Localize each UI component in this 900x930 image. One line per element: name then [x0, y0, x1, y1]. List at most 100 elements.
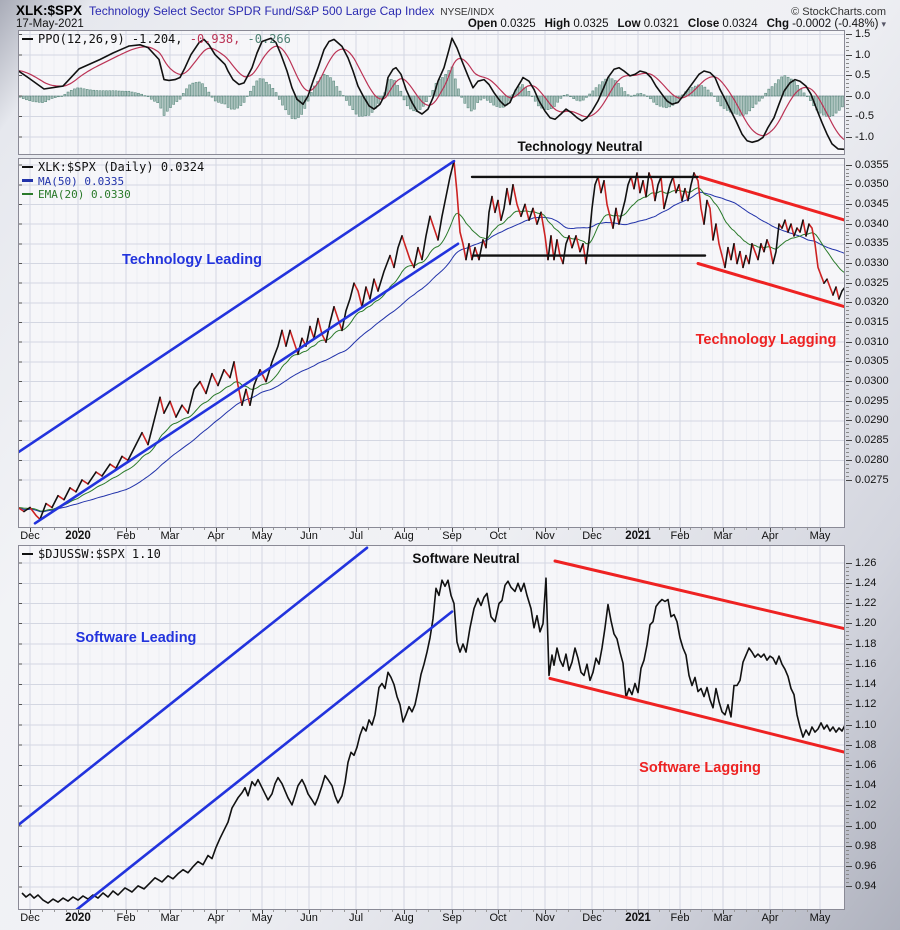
x-axis-minor-tick	[614, 528, 616, 530]
y-axis-minor-tick	[846, 813, 849, 815]
x-axis-minor-tick	[532, 528, 534, 530]
x-axis-tick	[769, 910, 771, 914]
ppo-histogram-bar	[149, 95, 153, 100]
y-axis-minor-tick	[846, 769, 849, 770]
x-axis-minor-tick	[746, 910, 747, 912]
y-axis-minor-tick	[846, 655, 849, 657]
y-axis-minor-tick	[846, 696, 849, 698]
y-axis-minor-tick	[846, 850, 849, 851]
ppo-histogram-bar	[258, 78, 262, 97]
y-axis-minor-tick	[846, 239, 849, 241]
ppo-histogram-bar	[559, 95, 563, 99]
y-axis-label: 0.0350	[855, 178, 889, 191]
ema20-line	[18, 187, 845, 512]
ppo-histogram-bar	[492, 95, 495, 106]
y-axis-tick	[846, 34, 852, 35]
ppo-histogram-bar	[421, 95, 425, 107]
ppo-histogram-bar	[508, 95, 511, 102]
x-axis-minor-tick	[690, 528, 692, 530]
ppo-histogram-bar	[69, 90, 73, 97]
ppo-histogram-bar	[652, 95, 655, 103]
ppo-histogram-bar	[133, 92, 137, 97]
x-axis-label: Jul	[348, 530, 364, 542]
y-axis-minor-tick	[846, 385, 849, 386]
x-axis-label: Feb	[116, 912, 136, 924]
y-axis-minor-tick	[846, 176, 849, 178]
x-axis-minor-tick	[757, 910, 759, 912]
ppo-histogram-bar	[290, 95, 294, 119]
x-axis-minor-tick	[415, 910, 417, 912]
y-axis-minor-tick	[846, 854, 849, 855]
y-axis-label: 1.12	[855, 698, 877, 711]
x-axis-minor-tick	[136, 528, 138, 530]
y-axis-minor-tick	[846, 728, 849, 730]
ppo-histogram-bar	[460, 95, 463, 98]
quote-label: High	[544, 18, 571, 30]
legend-item: $DJUSSW:$SPX 1.10	[22, 547, 161, 562]
y-axis-label: 0.0320	[855, 296, 889, 309]
y-axis-label: 0.0310	[855, 335, 889, 348]
y-axis-label: 1.0	[855, 48, 871, 61]
ppo-histogram-bar	[229, 95, 233, 110]
x-axis-minor-tick	[474, 910, 476, 912]
ppo-histogram-bar	[50, 95, 54, 99]
ppo-histogram-bar	[105, 90, 108, 97]
y-axis-minor-tick	[846, 586, 849, 588]
x-axis-tick	[169, 910, 171, 914]
y-axis-minor-tick	[846, 314, 849, 316]
y-axis-minor-tick	[846, 647, 849, 649]
y-axis-minor-tick	[846, 712, 849, 714]
x-axis-label: May	[809, 912, 831, 924]
y-axis-minor-tick	[846, 615, 849, 617]
x-axis-minor-tick	[367, 528, 369, 530]
ppo-histogram-bar	[418, 95, 422, 110]
x-axis-label: Jun	[300, 530, 318, 542]
x-axis-minor-tick	[158, 910, 160, 912]
y-axis-label: 0.0315	[855, 316, 889, 328]
price-legend: XLK:$SPX (Daily) 0.0324 MA(50) 0.0335 EMA(…	[22, 160, 204, 202]
y-axis-tick	[846, 400, 852, 402]
ppo-histogram-bar	[284, 95, 287, 111]
y-axis-label: 0.0295	[855, 394, 889, 407]
y-axis-minor-tick	[846, 227, 849, 229]
ppo-histogram-bar	[476, 95, 479, 103]
x-axis-tick	[722, 528, 724, 532]
y-axis-minor-tick	[846, 821, 849, 823]
ppo-histogram-bar	[828, 95, 831, 117]
x-axis-minor-tick	[807, 528, 808, 530]
y-axis-minor-tick	[846, 306, 849, 308]
x-axis-tick	[29, 910, 31, 914]
x-axis-minor-tick	[603, 528, 604, 530]
ppo-histogram-bar	[783, 75, 787, 97]
x-axis-minor-tick	[343, 528, 345, 530]
ppo-histogram-bar	[447, 70, 451, 97]
ppo-histogram-bar	[213, 95, 217, 102]
ppo-histogram-bar	[629, 95, 633, 97]
ppo-histogram-bar	[249, 90, 252, 97]
y-axis-minor-tick	[846, 858, 849, 860]
x-axis-minor-tick	[147, 528, 149, 530]
legend-text: -0.938,	[182, 32, 241, 46]
ppo-histogram-bar	[645, 95, 649, 97]
y-axis-label: 0.0285	[855, 434, 889, 447]
ppo-histogram-bar	[137, 92, 140, 97]
legend-swatch	[22, 192, 33, 195]
y-axis-minor-tick	[846, 124, 849, 126]
ppo-histogram-bar	[338, 90, 342, 97]
x-axis-minor-tick	[343, 910, 345, 912]
ppo-histogram-bar	[309, 92, 313, 97]
y-axis-minor-tick	[846, 432, 849, 434]
quote-toggle-arrow[interactable]: ▾	[881, 19, 886, 29]
ppo-histogram-bar	[207, 91, 211, 97]
quote-label: Open	[467, 18, 498, 30]
x-axis-minor-tick	[568, 910, 569, 912]
y-axis-minor-tick	[846, 132, 849, 134]
x-axis-minor-tick	[238, 528, 240, 530]
ppo-histogram-bar	[223, 95, 227, 105]
ppo-histogram-bar	[124, 90, 127, 97]
ppo-histogram-bar	[799, 88, 803, 97]
y-axis-minor-tick	[846, 87, 849, 89]
ppo-histogram-bar	[162, 95, 166, 116]
y-axis-minor-tick	[846, 274, 849, 276]
ppo-histogram-bar	[348, 95, 351, 106]
